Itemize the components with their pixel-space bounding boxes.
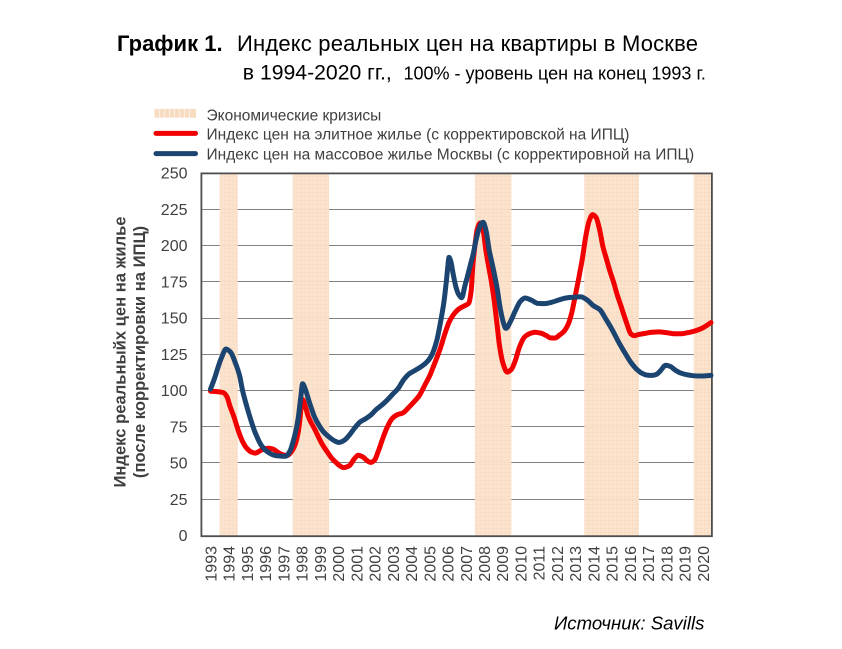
svg-text:0: 0 xyxy=(179,528,188,545)
svg-text:в 1994-2020 гг.,: в 1994-2020 гг., xyxy=(243,61,392,84)
svg-text:2001: 2001 xyxy=(349,546,366,582)
svg-text:2019: 2019 xyxy=(678,546,695,582)
svg-text:2005: 2005 xyxy=(422,546,439,582)
svg-text:2006: 2006 xyxy=(441,546,458,582)
svg-text:2007: 2007 xyxy=(459,546,476,582)
svg-text:250: 250 xyxy=(161,166,188,183)
svg-text:1995: 1995 xyxy=(240,546,257,582)
svg-text:2000: 2000 xyxy=(331,546,348,582)
svg-text:100: 100 xyxy=(161,383,188,400)
svg-text:Источник: Savills: Источник: Savills xyxy=(554,612,704,633)
svg-text:2016: 2016 xyxy=(623,546,640,582)
svg-text:1994: 1994 xyxy=(222,546,239,582)
svg-text:1999: 1999 xyxy=(313,546,330,582)
svg-text:2018: 2018 xyxy=(659,546,676,582)
svg-text:1996: 1996 xyxy=(258,546,275,582)
svg-text:2010: 2010 xyxy=(514,546,531,582)
svg-text:75: 75 xyxy=(170,419,188,436)
svg-text:2017: 2017 xyxy=(641,546,658,582)
svg-text:2015: 2015 xyxy=(605,546,622,582)
svg-text:График 1.: График 1. xyxy=(117,31,223,56)
svg-text:2003: 2003 xyxy=(386,546,403,582)
svg-text:2012: 2012 xyxy=(550,546,567,582)
svg-text:(после корректировки на ИПЦ): (после корректировки на ИПЦ) xyxy=(130,226,149,478)
svg-text:Индекс реальныйх цен на жилье: Индекс реальныйх цен на жилье xyxy=(111,216,130,487)
svg-text:50: 50 xyxy=(170,456,188,473)
svg-text:200: 200 xyxy=(161,238,188,255)
svg-text:Индекс цен на массовое жилье: Индекс цен на массовое жилье Москвы (с к… xyxy=(207,147,695,164)
svg-text:2020: 2020 xyxy=(696,546,713,582)
svg-text:2004: 2004 xyxy=(404,546,421,582)
svg-text:2014: 2014 xyxy=(586,546,603,582)
svg-text:1998: 1998 xyxy=(295,546,312,582)
svg-text:2002: 2002 xyxy=(368,546,385,582)
svg-text:1993: 1993 xyxy=(204,546,221,582)
svg-text:25: 25 xyxy=(170,492,188,509)
svg-text:Индекс цен на элитное жилье (с: Индекс цен на элитное жилье (с корректир… xyxy=(207,127,630,144)
svg-text:2008: 2008 xyxy=(477,546,494,582)
svg-text:2013: 2013 xyxy=(568,546,585,582)
svg-text:1997: 1997 xyxy=(276,546,293,582)
svg-text:225: 225 xyxy=(161,202,188,219)
svg-text:Экономические кризисы: Экономические кризисы xyxy=(207,107,382,124)
svg-text:2009: 2009 xyxy=(495,546,512,582)
svg-text:150: 150 xyxy=(161,311,188,328)
svg-text:2011: 2011 xyxy=(532,546,549,581)
svg-text:175: 175 xyxy=(161,274,188,291)
svg-text:125: 125 xyxy=(161,347,188,364)
svg-text:Индекс реальных цен на квартир: Индекс реальных цен на квартиры в Москве xyxy=(237,31,698,56)
svg-text:100% - уровень цен на конец 19: 100% - уровень цен на конец 1993 г. xyxy=(404,63,706,83)
